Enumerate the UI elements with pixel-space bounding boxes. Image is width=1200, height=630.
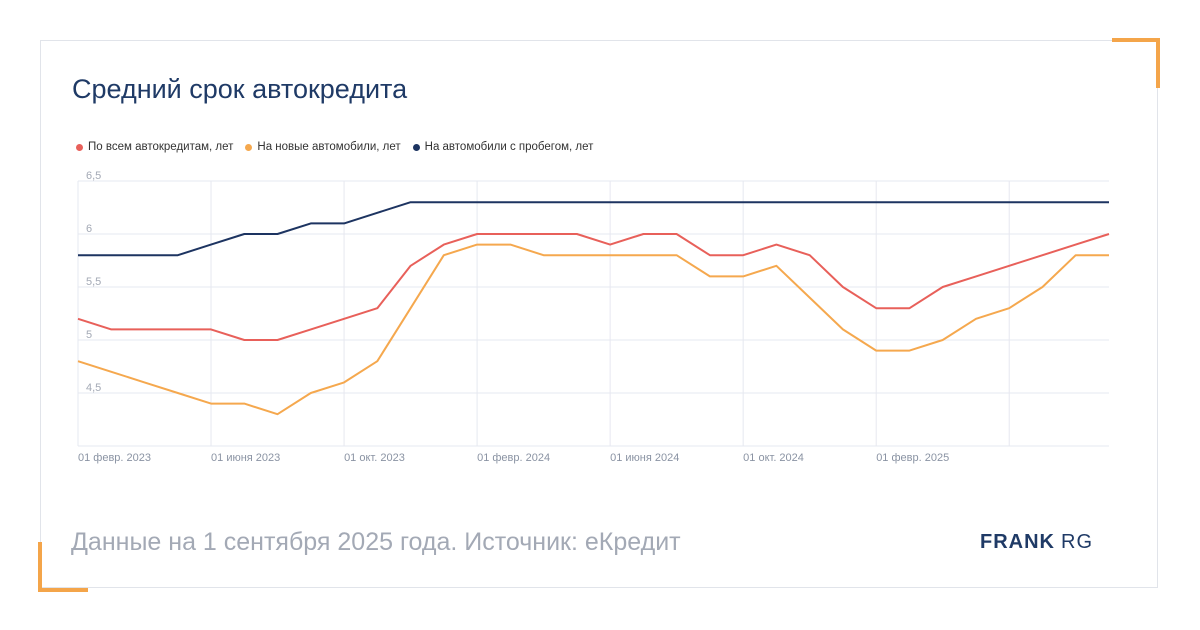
series-line-1: [77, 243, 1109, 416]
x-tick-label: 01 июня 2024: [610, 452, 679, 464]
x-tick-label: 01 окт. 2023: [344, 452, 405, 464]
legend-dot-new: [245, 143, 253, 151]
chart-card: [40, 40, 1158, 588]
legend-item-new[interactable]: На новые автомобили, лет: [245, 141, 401, 153]
corner-accent-top-right: [1112, 38, 1160, 88]
y-tick-label: 6,5: [86, 170, 101, 182]
logo-light-text: RG: [1061, 531, 1093, 553]
legend-label-used: На автомобили с пробегом, лет: [424, 141, 594, 153]
legend-item-all[interactable]: По всем автокредитам, лет: [76, 141, 233, 153]
legend-label-all: По всем автокредитам, лет: [88, 141, 234, 153]
legend-dot-all: [76, 143, 83, 151]
y-tick-label: 5: [86, 329, 92, 341]
series-line-0: [77, 233, 1110, 341]
chart-title: Средний срок автокредита: [72, 74, 408, 104]
legend-label-new: На новые автомобили, лет: [257, 141, 401, 153]
legend-item-used[interactable]: На автомобили с пробегом, лет: [412, 141, 594, 153]
x-tick-label: 01 февр. 2023: [78, 452, 151, 464]
corner-accent-bottom-left: [38, 542, 88, 592]
y-tick-label: 4,5: [86, 382, 101, 394]
series-line-2: [78, 201, 1109, 257]
brand-logo: FRANK RG: [980, 531, 1093, 554]
x-tick-label: 01 февр. 2025: [876, 452, 949, 464]
y-tick-label: 6: [86, 223, 92, 235]
chart-legend: По всем автокредитам, лет На новые автом…: [76, 141, 593, 153]
x-tick-label: 01 июня 2023: [211, 452, 280, 464]
y-tick-label: 5,5: [86, 276, 101, 288]
x-tick-label: 01 окт. 2024: [743, 452, 804, 464]
source-note: Данные на 1 сентября 2025 года. Источник…: [71, 528, 681, 556]
x-tick-label: 01 февр. 2024: [477, 452, 550, 464]
logo-bold-text: FRANK: [980, 531, 1055, 553]
legend-dot-used: [412, 143, 420, 151]
